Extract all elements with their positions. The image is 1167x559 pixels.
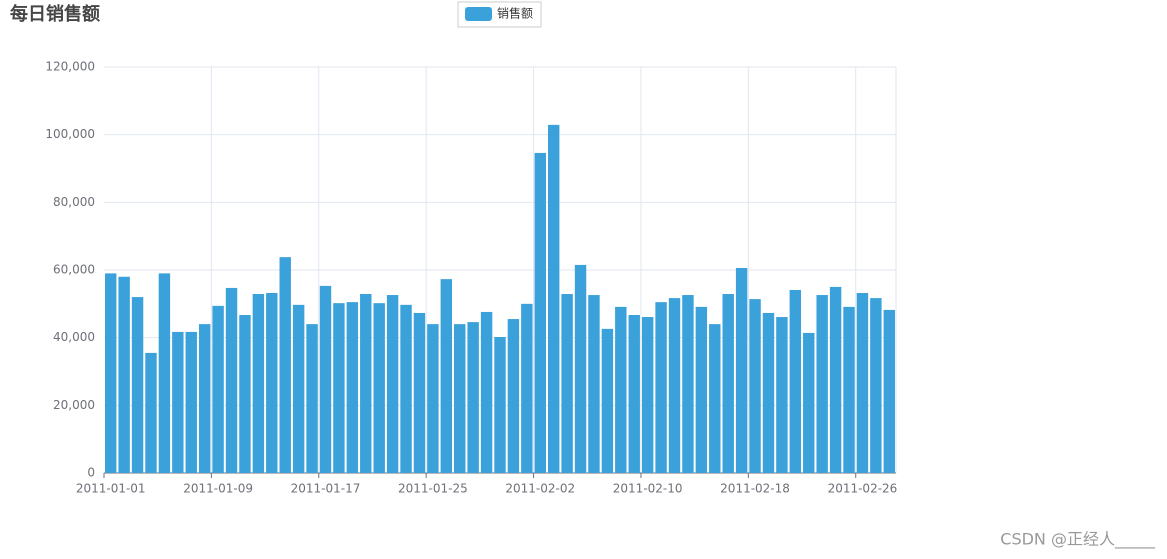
bar [252, 294, 265, 473]
bar [695, 306, 708, 473]
bar [856, 293, 869, 473]
bar [615, 306, 627, 473]
bar [735, 267, 748, 473]
bar [762, 312, 775, 473]
bar [427, 324, 439, 473]
y-tick-label: 120,000 [45, 60, 95, 74]
bar [574, 264, 587, 473]
x-tick-label: 2011-02-26 [828, 482, 898, 496]
bar [346, 302, 359, 473]
bar [440, 279, 453, 473]
bar [333, 303, 345, 473]
y-tick-label: 100,000 [45, 127, 95, 141]
bar [319, 285, 332, 473]
bar [682, 295, 694, 473]
bar [803, 332, 815, 473]
bar [749, 299, 761, 473]
bar [588, 295, 600, 473]
bar [279, 257, 291, 473]
bar [386, 295, 399, 473]
x-tick-label: 2011-02-02 [505, 482, 575, 496]
bar [601, 328, 614, 473]
bar [266, 293, 278, 473]
x-tick-label: 2011-02-18 [720, 482, 790, 496]
bar [212, 305, 224, 473]
legend-swatch [465, 7, 492, 21]
bar [292, 304, 305, 473]
bar [413, 312, 426, 473]
bar [870, 298, 882, 473]
bar [172, 331, 184, 473]
x-tick-label: 2011-01-25 [398, 482, 468, 496]
bar [480, 311, 493, 473]
bar [225, 287, 238, 473]
bar [816, 295, 828, 473]
bar [360, 294, 372, 473]
y-tick-label: 40,000 [53, 330, 95, 344]
bar [198, 324, 211, 473]
y-tick-label: 0 [87, 466, 95, 480]
y-tick-label: 80,000 [53, 195, 95, 209]
bar [118, 276, 130, 473]
legend-box [457, 1, 542, 28]
bar [185, 331, 197, 473]
bar [454, 324, 466, 473]
bar [561, 294, 573, 473]
bar [494, 336, 506, 473]
watermark: CSDN @正经人_____ [1000, 530, 1156, 550]
bar [641, 317, 654, 473]
bar [829, 286, 842, 473]
bar [145, 352, 157, 473]
bar [789, 289, 802, 473]
legend-label: 销售额 [497, 6, 533, 21]
x-tick-label: 2011-01-09 [183, 482, 253, 496]
bar [521, 303, 533, 473]
x-tick-label: 2011-02-10 [613, 482, 683, 496]
bar [709, 324, 721, 473]
bar [843, 306, 855, 473]
x-tick-label: 2011-01-01 [76, 482, 146, 496]
bar [131, 297, 144, 473]
bar [722, 294, 734, 473]
bar [776, 317, 788, 473]
bar [507, 319, 520, 473]
bar [373, 303, 385, 473]
bar [467, 322, 479, 473]
bar [883, 309, 895, 473]
bar [655, 302, 667, 473]
bar [239, 314, 251, 473]
bar [105, 273, 117, 473]
bar [534, 152, 546, 474]
bar [306, 324, 318, 473]
x-tick-label: 2011-01-17 [291, 482, 361, 496]
bar [668, 298, 681, 473]
bar [547, 124, 560, 473]
bar [628, 314, 640, 473]
bar [400, 304, 412, 473]
y-tick-label: 20,000 [53, 398, 95, 412]
y-tick-label: 60,000 [53, 263, 95, 277]
chart-title: 每日销售额 [10, 3, 100, 25]
bar [158, 273, 171, 473]
